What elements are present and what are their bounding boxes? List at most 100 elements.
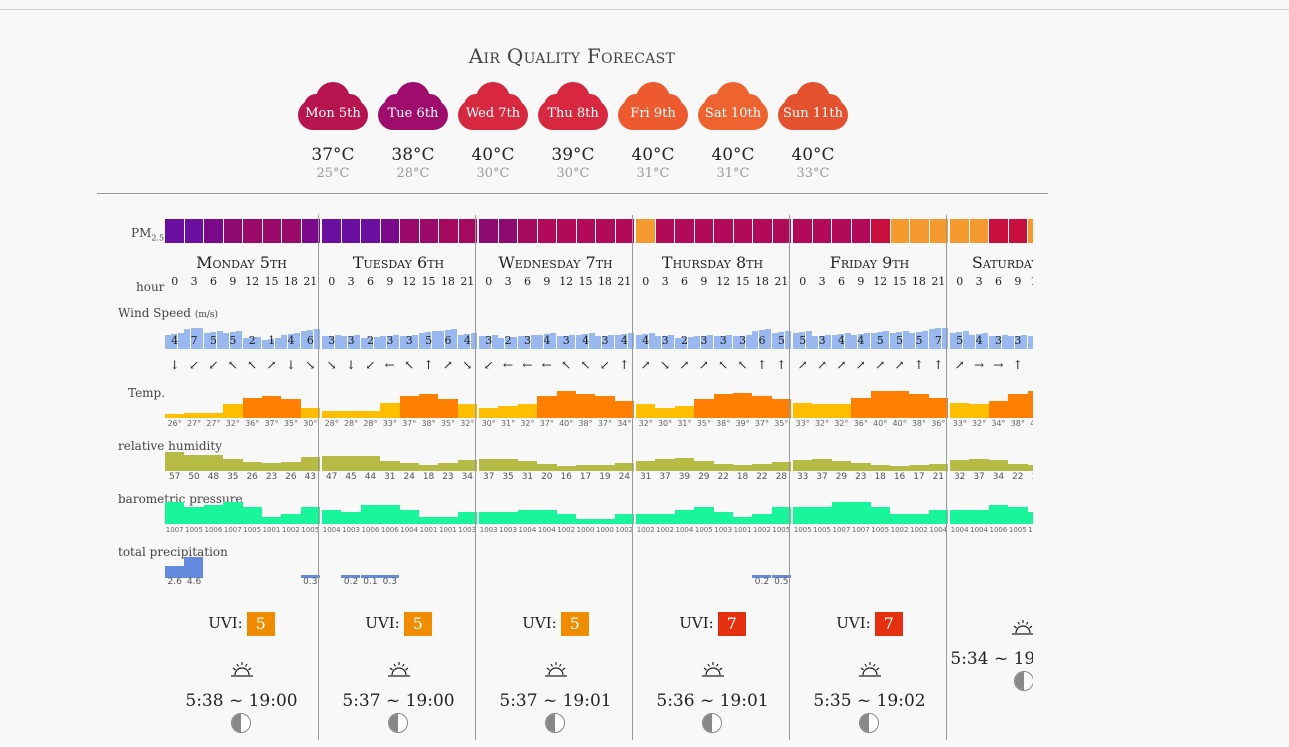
pm25-cell bbox=[871, 219, 890, 243]
moon-phase-icon bbox=[702, 713, 722, 733]
wind-bar bbox=[524, 335, 531, 349]
pm25-cell bbox=[969, 219, 988, 243]
pressure-value: 1007 bbox=[832, 526, 851, 534]
pressure-bar bbox=[621, 514, 628, 524]
hour-value: 12 bbox=[873, 275, 888, 288]
pressure-value: 1003 bbox=[342, 526, 360, 534]
pressure-label: barometric pressure bbox=[118, 492, 243, 506]
pressure-bar bbox=[771, 507, 779, 524]
temp-bar bbox=[969, 404, 976, 418]
humidity-value: 23 bbox=[855, 472, 867, 482]
wind-bar bbox=[922, 331, 929, 349]
temp-value: 37° bbox=[539, 419, 554, 428]
wind-direction-row: ↙ ← ← ← ↖ ↖ ↙ ↑ bbox=[479, 358, 634, 372]
wind-chart bbox=[636, 323, 791, 349]
day-card[interactable]: Mon 5th 37°C 25°C bbox=[293, 82, 373, 181]
humidity-value: 50 bbox=[188, 472, 200, 482]
wind-speed-value: 5 bbox=[209, 334, 217, 347]
pressure-row: 1007 1005 1006 1007 1005 1001 1002 1005 bbox=[165, 526, 320, 534]
day-card[interactable]: Wed 7th 40°C 30°C bbox=[453, 82, 533, 181]
wind-direction-value: ← bbox=[384, 358, 395, 372]
temp-bar bbox=[648, 404, 656, 418]
day-card[interactable]: Thu 8th 39°C 30°C bbox=[533, 82, 613, 181]
pressure-value: 1005 bbox=[772, 526, 791, 534]
wind-bar bbox=[268, 339, 275, 349]
wind-direction-row: ↗ ↘ ↗ ↗ ↖ ↖ ↑ ↑ bbox=[636, 358, 791, 372]
day-column: Tuesday 6th 0 3 6 9 12 15 18 21 3 3 2 3 3 5 6 4 ↘ ↓ ↙ ← ↖ ↑ ↗ ↘ 2… bbox=[320, 215, 478, 745]
temp-value: 33° bbox=[382, 419, 397, 428]
temp-bar bbox=[778, 399, 785, 418]
wind-direction-value: ↖ bbox=[718, 358, 729, 372]
day-card[interactable]: Tue 6th 38°C 28°C bbox=[373, 82, 453, 181]
day-card[interactable]: Sun 11th 40°C 33°C bbox=[773, 82, 853, 181]
column-divider bbox=[632, 215, 633, 740]
wind-bar bbox=[700, 335, 707, 349]
pressure-bar bbox=[896, 514, 903, 524]
temp-bar bbox=[831, 404, 839, 418]
pm25-strip bbox=[636, 219, 792, 243]
pressure-bar bbox=[915, 514, 923, 524]
cloud-icon: Thu 8th bbox=[538, 82, 608, 132]
humidity-row: 3237342218181818 bbox=[950, 472, 1033, 482]
section-divider bbox=[97, 193, 1048, 194]
pressure-bar bbox=[636, 514, 643, 524]
pressure-value: 1005 bbox=[185, 526, 203, 534]
pressure-bar bbox=[956, 509, 963, 524]
temp-bar bbox=[177, 414, 185, 418]
humidity-value: 18 bbox=[1028, 472, 1033, 482]
day-card[interactable]: Sat 10th 40°C 31°C bbox=[693, 82, 773, 181]
pm25-cell bbox=[636, 219, 655, 243]
temp-bar bbox=[851, 397, 858, 418]
pm25-cell bbox=[322, 219, 341, 243]
temp-value: 33° bbox=[795, 419, 810, 428]
temp-bar bbox=[812, 404, 819, 418]
day-label: Mon 5th bbox=[305, 106, 361, 121]
pressure-value: 1005 bbox=[793, 526, 812, 534]
temp-value: 40° bbox=[559, 419, 574, 428]
wind-direction-value: ← bbox=[522, 358, 533, 372]
pressure-bar bbox=[588, 519, 596, 524]
temp-bar bbox=[1008, 394, 1015, 418]
cloud-icon: Wed 7th bbox=[458, 82, 528, 132]
wind-bar bbox=[778, 332, 785, 349]
wind-speed-value: 3 bbox=[405, 334, 413, 347]
humidity-bar bbox=[831, 461, 839, 471]
pressure-bar bbox=[778, 507, 785, 524]
wind-bar bbox=[431, 331, 438, 349]
sunrise-icon bbox=[229, 660, 255, 682]
wind-bar bbox=[165, 334, 171, 349]
pressure-bar bbox=[281, 514, 288, 524]
temp-bar bbox=[621, 401, 628, 418]
pressure-bar bbox=[242, 507, 250, 524]
temp-value: 32° bbox=[834, 419, 849, 428]
pressure-bar bbox=[726, 512, 733, 524]
humidity-row: 47 45 44 31 24 18 23 34 bbox=[322, 472, 477, 482]
temp-bar bbox=[700, 399, 708, 418]
pm25-cell bbox=[184, 219, 203, 243]
wind-bar bbox=[576, 334, 582, 349]
wind-speed-value: 3 bbox=[562, 334, 570, 347]
pressure-bar bbox=[203, 504, 211, 524]
min-temp: 28°C bbox=[396, 166, 430, 181]
temp-bar bbox=[745, 392, 753, 418]
wind-direction-value: ↗ bbox=[855, 358, 866, 372]
sunrise-sunset-time: 5:38 ~ 19:00 bbox=[185, 691, 298, 711]
temp-bar bbox=[799, 402, 806, 418]
precip-value bbox=[438, 577, 457, 587]
pressure-bar bbox=[661, 514, 669, 524]
humidity-bar bbox=[713, 463, 721, 471]
humidity-bar bbox=[771, 461, 779, 471]
pressure-value: 1000 bbox=[596, 526, 614, 534]
hour-value: 21 bbox=[303, 275, 318, 288]
precip-value: 0.3 bbox=[382, 577, 397, 587]
temp-bar bbox=[262, 395, 269, 418]
precip-value bbox=[733, 577, 752, 587]
wind-bar bbox=[687, 336, 694, 349]
wind-bar bbox=[969, 334, 976, 349]
forecast-grid[interactable]: Monday 5th 0 3 6 9 12 15 18 21 4 7 5 5 2 1 4 6 ↓ ↙ ↙ ↖ ↖ ↗ ↓ ↘ 26… bbox=[163, 215, 1033, 745]
wind-speed-value: 3 bbox=[818, 334, 826, 347]
pressure-bar bbox=[360, 504, 368, 524]
day-card[interactable]: Fri 9th 40°C 31°C bbox=[613, 82, 693, 181]
precip-bar bbox=[184, 557, 204, 578]
hour-value: 3 bbox=[347, 275, 355, 288]
